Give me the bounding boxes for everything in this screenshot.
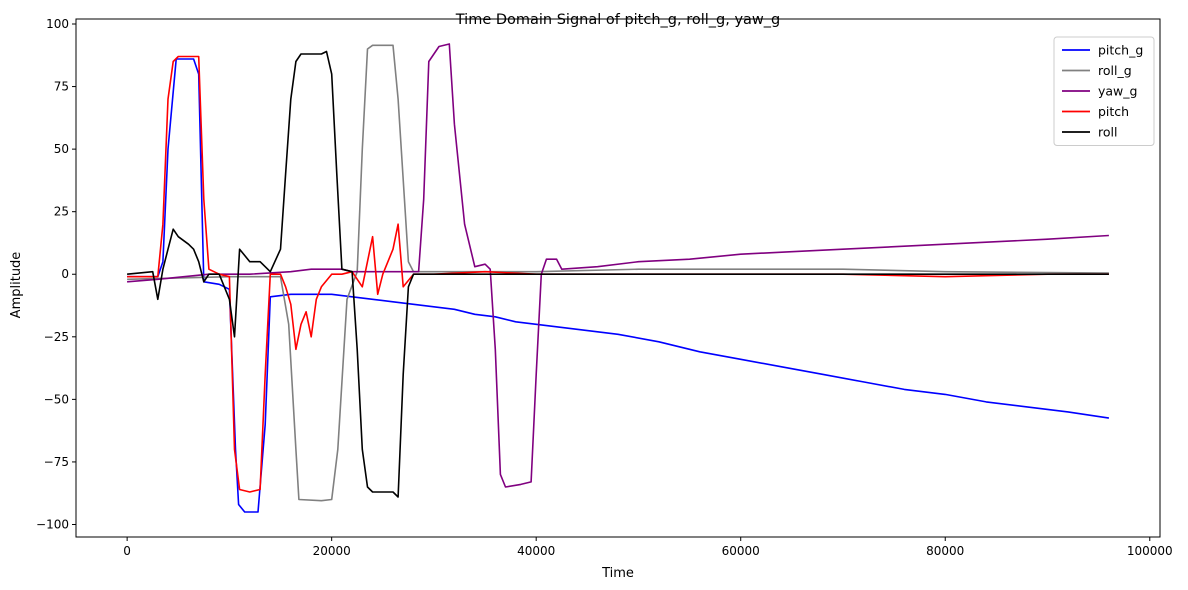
plot-area-frame (75, 18, 1161, 538)
plot-lines (127, 43, 1110, 513)
series-line-roll-g (127, 44, 1109, 502)
legend-label: roll (1098, 125, 1117, 140)
legend-box (1053, 36, 1155, 146)
y-tick-label: −25 (44, 330, 69, 344)
y-tick-label: −50 (44, 392, 69, 406)
series-line-pitch (127, 55, 1109, 493)
series-line-roll (127, 50, 1109, 498)
x-tick-label: 40000 (517, 544, 555, 558)
y-tick-label: −100 (36, 517, 69, 531)
y-axis-ticks: −100 −75 −50 −25 0 25 50 75 100 (36, 17, 76, 531)
y-tick-label: −75 (44, 455, 69, 469)
legend-label: pitch (1098, 104, 1129, 119)
series-line-pitch-g (127, 58, 1110, 513)
legend-label: yaw_g (1098, 84, 1137, 99)
y-tick-label: 25 (54, 205, 69, 219)
series-line-yaw-g (127, 43, 1109, 488)
x-tick-label: 80000 (926, 544, 964, 558)
x-tick-label: 0 (123, 544, 131, 558)
y-axis-label: Amplitude (9, 252, 24, 319)
legend-label: roll_g (1098, 63, 1132, 78)
x-tick-label: 100000 (1127, 544, 1173, 558)
x-tick-label: 20000 (313, 544, 351, 558)
y-tick-label: 100 (46, 17, 69, 31)
y-tick-label: 50 (54, 142, 69, 156)
x-tick-label: 60000 (722, 544, 760, 558)
y-tick-label: 75 (54, 80, 69, 94)
legend-label: pitch_g (1098, 43, 1143, 58)
y-tick-label: 0 (61, 267, 69, 281)
chart-title: Time Domain Signal of pitch_g, roll_g, y… (455, 12, 780, 28)
x-axis-ticks: 0 20000 40000 60000 80000 100000 (123, 537, 1173, 558)
x-axis-label: Time (601, 566, 634, 581)
